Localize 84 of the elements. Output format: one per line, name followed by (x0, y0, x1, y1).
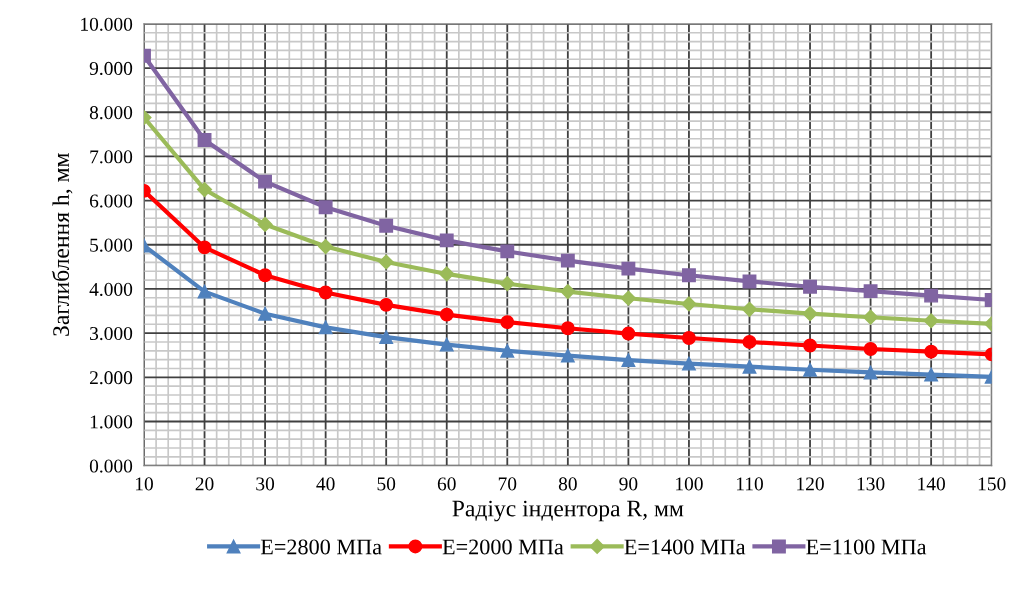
point (923, 313, 939, 329)
point (863, 365, 878, 380)
y-tick-label: 6.000 (89, 194, 133, 208)
x-tick-label: 100 (676, 477, 703, 491)
point (863, 309, 879, 325)
point (621, 353, 636, 368)
point (500, 315, 515, 330)
point (620, 290, 636, 306)
x-tick-label: 150 (978, 477, 1006, 491)
point (681, 296, 697, 312)
y-tick-label: 9.000 (89, 61, 133, 76)
point (439, 337, 454, 352)
x-tick-label: 130 (857, 477, 885, 491)
point (318, 238, 334, 255)
point (197, 133, 212, 148)
point (439, 307, 454, 322)
legend-label: E=1400 МПа (624, 539, 746, 555)
x-tick-label: 50 (377, 477, 396, 491)
point (742, 359, 757, 374)
point (924, 367, 939, 382)
point (803, 338, 817, 353)
y-tick-label: 8.000 (89, 106, 133, 120)
legend-label: E=1100 МПа (806, 539, 927, 555)
x-tick-label: 20 (195, 477, 214, 491)
x-tick-label: 10 (135, 477, 153, 491)
point (258, 306, 273, 321)
point (742, 335, 757, 349)
point (742, 274, 757, 289)
x-tick-label: 70 (498, 477, 517, 491)
y-tick-label: 2.000 (89, 371, 133, 385)
point (197, 240, 212, 255)
point (621, 261, 636, 276)
legend-label: E=2800 МПа (260, 539, 382, 555)
point (681, 268, 696, 283)
point (379, 297, 394, 312)
x-tick-label: 110 (736, 477, 763, 491)
point (258, 268, 273, 283)
point (681, 331, 696, 345)
x-axis-title: Радіус індентора R, мм (452, 500, 684, 522)
point (499, 276, 515, 292)
point (924, 344, 939, 359)
point (500, 244, 515, 259)
point (863, 342, 878, 356)
point (196, 181, 213, 198)
x-tick-label: 30 (256, 477, 275, 491)
y-tick-label: 1.000 (90, 415, 133, 429)
x-tick-label: 60 (437, 477, 456, 491)
point (741, 301, 758, 317)
y-tick-label: 3.000 (90, 326, 133, 341)
x-tick-label: 120 (797, 477, 824, 491)
point (803, 279, 817, 294)
point (681, 356, 696, 371)
point (560, 321, 575, 336)
point (318, 285, 333, 300)
point (318, 200, 333, 215)
point (379, 218, 394, 233)
x-tick-label: 80 (558, 477, 577, 491)
y-tick-label: 4.000 (89, 282, 133, 296)
x-tick-label: 90 (619, 477, 638, 491)
point (560, 253, 575, 268)
y-tick-label: 10.000 (81, 17, 133, 31)
x-tick-label: 40 (316, 477, 335, 491)
y-tick-label: 0.000 (89, 459, 133, 473)
point (560, 284, 576, 300)
point (378, 254, 394, 270)
point (257, 216, 273, 233)
y-tick-label: 5.000 (90, 238, 133, 252)
point (439, 233, 454, 248)
point (924, 288, 939, 303)
y-tick-label: 7.000 (90, 150, 133, 164)
legend-label: E=2000 МПа (442, 539, 564, 555)
x-tick-label: 140 (918, 477, 945, 491)
point (197, 284, 212, 299)
point (560, 348, 575, 363)
point (863, 284, 878, 299)
y-axis-title: Заглиблення h, мм (51, 153, 73, 336)
point (439, 266, 455, 282)
point (802, 306, 818, 322)
point (318, 320, 333, 335)
point (258, 174, 273, 189)
point (500, 343, 515, 358)
point (621, 326, 636, 341)
point (379, 330, 394, 345)
point (803, 362, 817, 377)
